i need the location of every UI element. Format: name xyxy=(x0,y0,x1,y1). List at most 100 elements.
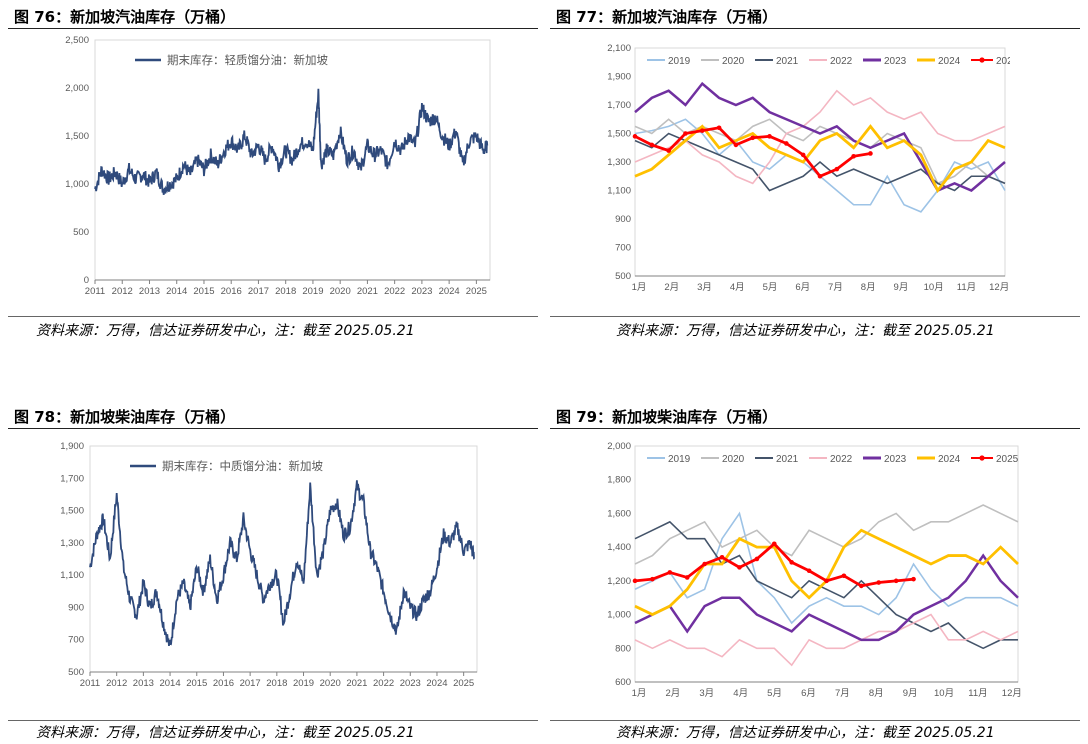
x-tick-label: 2020 xyxy=(320,678,341,689)
chart-title: 图 79：新加坡柴油库存（万桶） xyxy=(556,408,778,426)
series-line-2022 xyxy=(634,89,1006,185)
x-tick-label: 12月 xyxy=(1002,688,1022,699)
legend-label: 2019 xyxy=(668,454,691,465)
x-tick-label: 1月 xyxy=(632,282,647,293)
x-tick-label: 7月 xyxy=(828,282,843,293)
x-tick-label: 2014 xyxy=(166,286,187,297)
x-tick-label: 2012 xyxy=(112,286,133,297)
data-point-2025 xyxy=(632,134,638,139)
chart-title: 图 78：新加坡柴油库存（万桶） xyxy=(14,408,236,426)
data-point-2025 xyxy=(800,152,806,158)
y-tick-label: 0 xyxy=(84,275,89,286)
data-point-2025 xyxy=(716,125,722,131)
legend-label: 2025 xyxy=(996,56,1010,67)
x-tick-label: 2022 xyxy=(373,678,394,689)
y-tick-label: 2,500 xyxy=(65,35,89,46)
data-point-2025 xyxy=(719,554,725,560)
y-tick-label: 700 xyxy=(615,243,631,254)
legend-label: 2020 xyxy=(722,454,745,465)
x-tick-label: 4月 xyxy=(733,688,748,699)
chart-title: 图 77：新加坡汽油库存（万桶） xyxy=(556,8,778,26)
data-point-2025 xyxy=(806,568,812,574)
plot-area xyxy=(634,445,1019,683)
x-tick-label: 5月 xyxy=(767,688,782,699)
x-tick-label: 10月 xyxy=(934,688,954,699)
x-tick-label: 2023 xyxy=(411,286,432,297)
x-tick-label: 8月 xyxy=(861,282,876,293)
data-point-2025 xyxy=(841,573,847,579)
y-tick-label: 1,900 xyxy=(607,72,631,83)
series-line-2023 xyxy=(634,553,1019,642)
data-point-2025 xyxy=(771,541,777,547)
y-tick-label: 1,700 xyxy=(60,473,84,484)
data-point-2025 xyxy=(684,575,690,580)
x-tick-label: 3月 xyxy=(699,688,714,699)
y-tick-label: 1,200 xyxy=(607,576,631,587)
series-line-2020 xyxy=(634,504,1019,565)
x-tick-label: 12月 xyxy=(989,282,1009,293)
legend-label: 2025 xyxy=(996,454,1019,465)
x-tick-label: 2011 xyxy=(80,678,100,689)
y-tick-label: 900 xyxy=(615,214,631,225)
x-tick-label: 11月 xyxy=(968,688,987,699)
x-tick-label: 2月 xyxy=(664,282,679,293)
x-tick-label: 2021 xyxy=(346,678,367,689)
x-tick-label: 9月 xyxy=(903,688,918,699)
x-tick-label: 2012 xyxy=(106,678,127,689)
series-line-2019 xyxy=(634,511,1019,625)
y-tick-label: 500 xyxy=(68,667,84,678)
series-line xyxy=(89,480,475,647)
x-tick-label: 2021 xyxy=(357,286,378,297)
series-line-2021 xyxy=(634,520,1018,650)
x-tick-label: 2018 xyxy=(266,678,287,689)
y-tick-label: 1,300 xyxy=(60,538,84,549)
x-tick-label: 2019 xyxy=(302,286,323,297)
x-tick-label: 2018 xyxy=(275,286,296,297)
series-line-2023 xyxy=(634,81,1006,193)
y-tick-label: 1,300 xyxy=(607,157,631,168)
y-tick-label: 600 xyxy=(615,677,631,688)
data-point-2025 xyxy=(650,576,655,582)
x-tick-label: 6月 xyxy=(801,688,816,699)
y-tick-label: 2,000 xyxy=(607,441,631,452)
x-tick-label: 2015 xyxy=(186,678,207,689)
x-tick-label: 2019 xyxy=(293,678,314,689)
data-point-2025 xyxy=(702,561,707,567)
chart-2: 500 700 900 1,100 1,300 1,500 1,700 1,900 2011 20… xyxy=(60,441,478,689)
legend-label: 2019 xyxy=(668,56,691,67)
y-tick-label: 1,100 xyxy=(607,186,631,197)
y-tick-label: 1,700 xyxy=(607,100,631,111)
x-tick-label: 2017 xyxy=(248,286,269,297)
x-tick-label: 8月 xyxy=(869,688,884,699)
y-tick-label: 800 xyxy=(615,643,631,654)
legend-label: 2023 xyxy=(884,56,907,67)
series-line-2024 xyxy=(634,124,1006,194)
data-point-2025 xyxy=(784,141,789,146)
y-tick-label: 2,100 xyxy=(607,43,631,54)
y-tick-label: 1,500 xyxy=(65,131,89,142)
y-tick-label: 1,600 xyxy=(607,508,631,519)
data-point-2025 xyxy=(876,580,882,585)
data-point-2025 xyxy=(824,578,829,584)
x-tick-label: 9月 xyxy=(894,282,909,293)
x-tick-label: 6月 xyxy=(795,282,810,293)
chart-3: 600 800 1,000 1,200 1,400 1,600 1,800 2,000 1月 2月… xyxy=(607,441,1022,699)
source-note: 资料来源：万得，信达证券研发中心，注：截至 2025.05.21 xyxy=(616,725,995,741)
x-tick-label: 4月 xyxy=(730,282,745,293)
y-tick-label: 2,000 xyxy=(65,83,89,94)
data-point-2025 xyxy=(893,578,899,584)
data-point-2025 xyxy=(851,154,856,159)
chart-title: 图 76：新加坡汽油库存（万桶） xyxy=(14,8,236,26)
legend-label: 期末库存：中质馏分油：新加坡 xyxy=(162,459,323,473)
y-tick-label: 1,000 xyxy=(607,610,631,621)
y-tick-label: 1,000 xyxy=(65,179,89,190)
x-tick-label: 2025 xyxy=(466,286,487,297)
legend-label: 2022 xyxy=(830,56,853,67)
x-tick-label: 2025 xyxy=(453,678,474,689)
x-tick-label: 2016 xyxy=(213,678,234,689)
x-tick-label: 2020 xyxy=(330,286,351,297)
x-tick-label: 2014 xyxy=(159,678,180,689)
legend-label: 2024 xyxy=(938,56,961,67)
source-note: 资料来源：万得，信达证券研发中心，注：截至 2025.05.21 xyxy=(36,323,415,339)
data-point-2025 xyxy=(632,578,638,584)
